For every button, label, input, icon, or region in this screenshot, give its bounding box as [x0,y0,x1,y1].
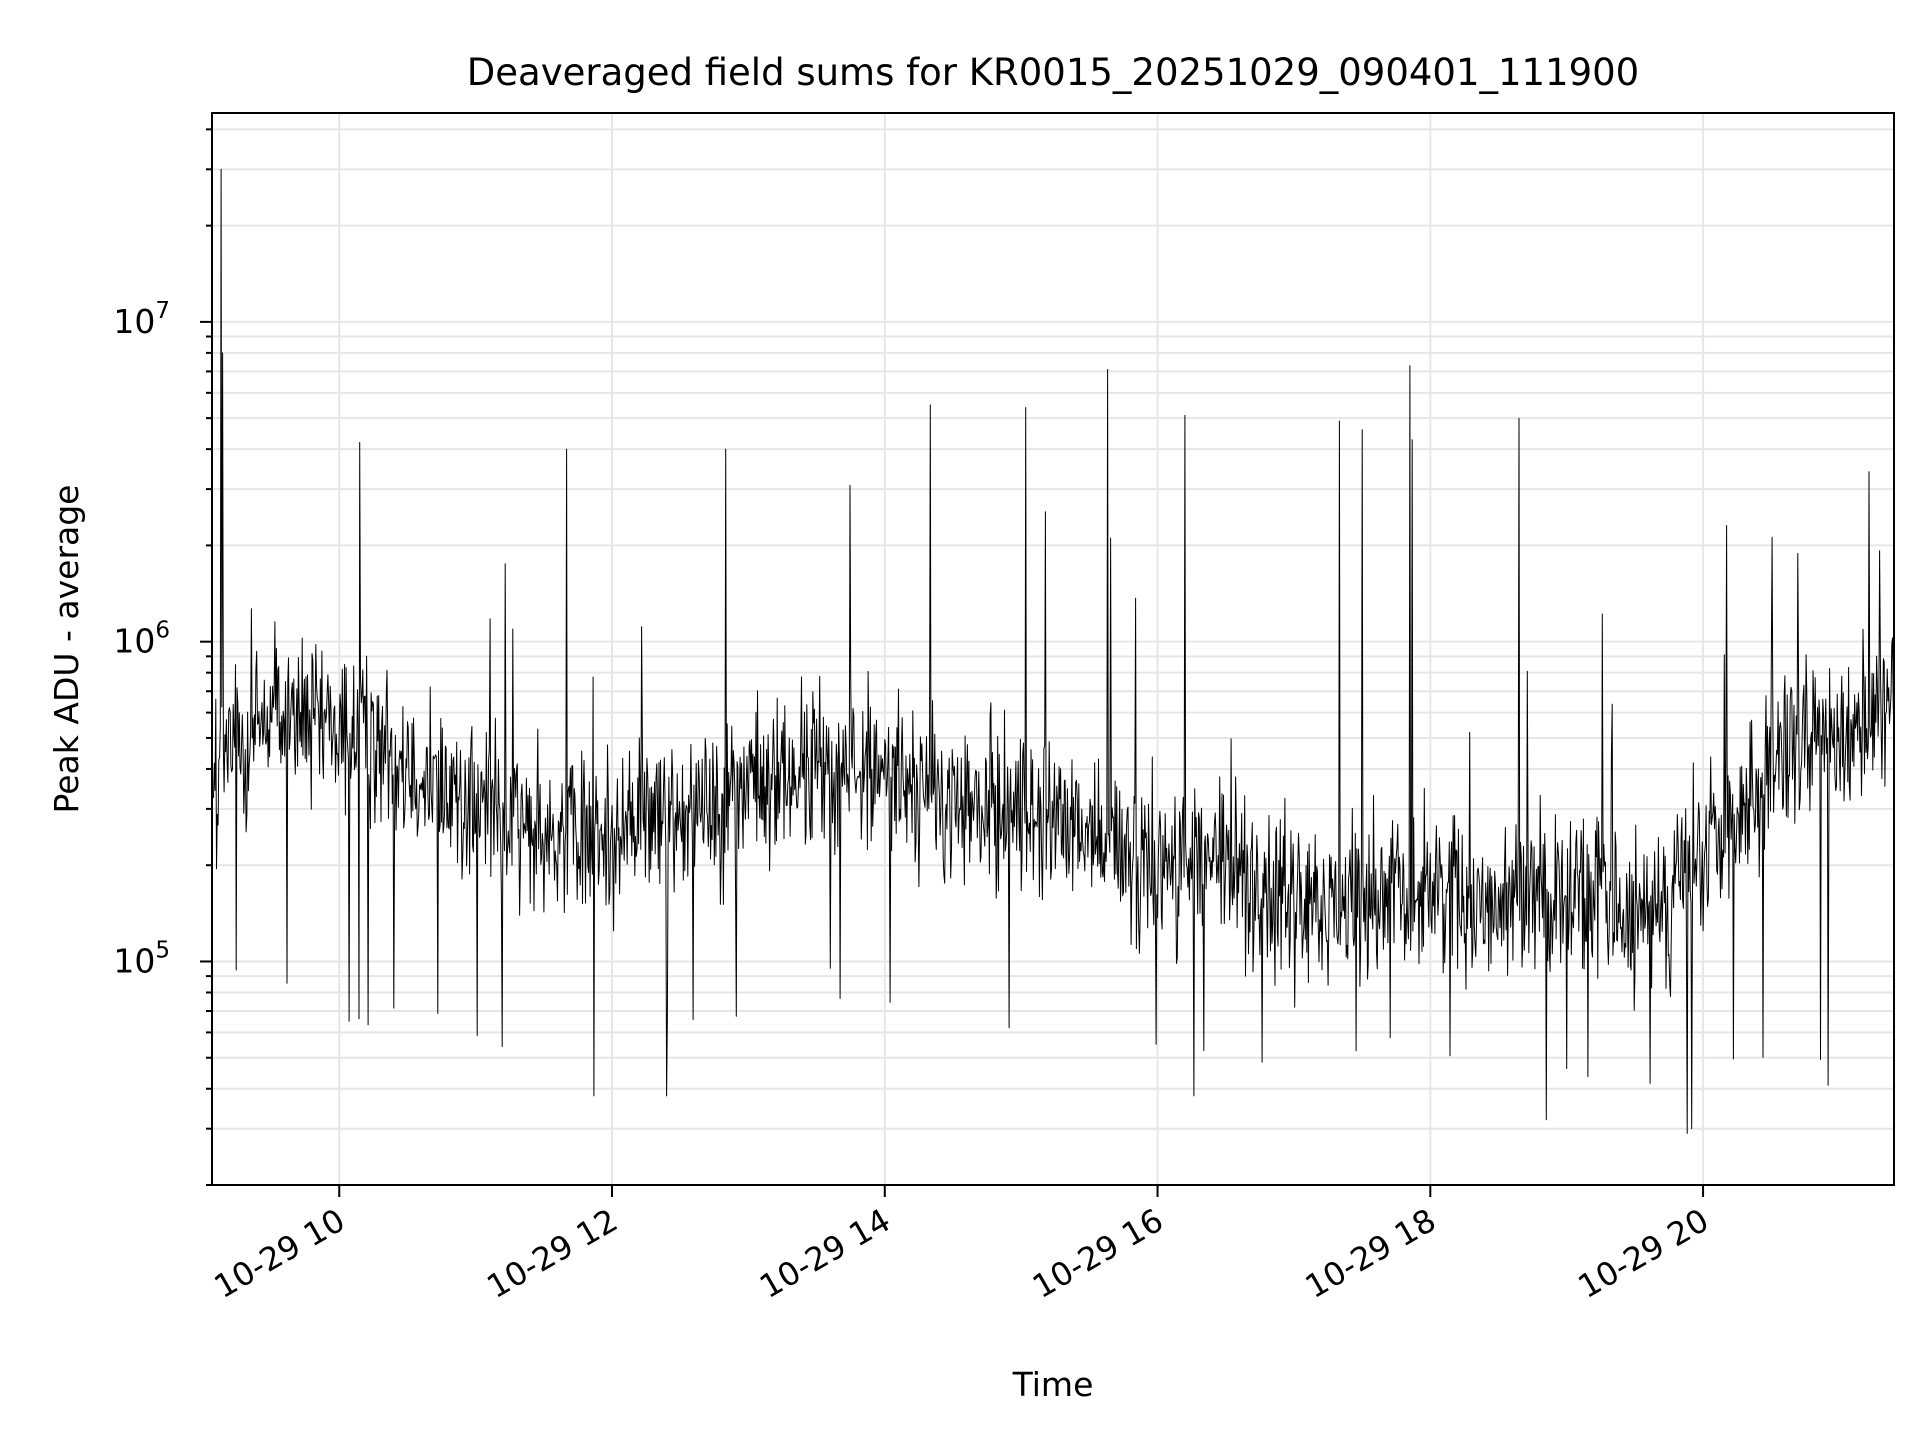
y-tick-label: 107 [113,298,170,341]
series-line-group [212,168,1894,1134]
grid-lines [212,113,1894,1186]
plot-frame [211,112,1895,1186]
plot-background [212,113,1894,1185]
x-axis-label: Time [1012,1365,1094,1404]
y-tick-label: 105 [113,937,170,980]
y-axis-label: Peak ADU - average [47,485,86,814]
series-line [212,168,1894,1134]
y-tick-label: 106 [113,618,170,661]
chart-title: Deaveraged field sums for KR0015_2025102… [467,51,1639,94]
